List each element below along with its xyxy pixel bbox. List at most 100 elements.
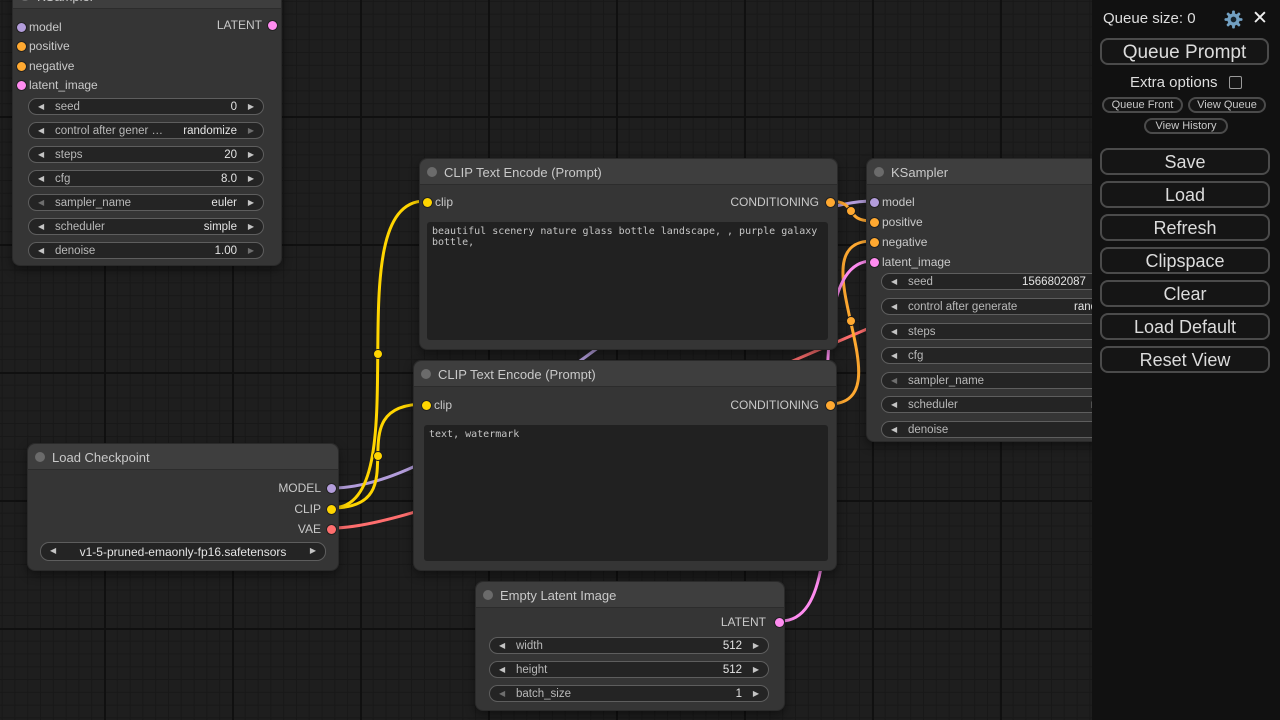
reset-view-button[interactable]: Reset View	[1100, 346, 1270, 373]
increment-arrow[interactable]: ▶	[752, 641, 759, 650]
node-title: CLIP Text Encode (Prompt)	[444, 165, 602, 180]
node-title-bar[interactable]: Load Checkpoint	[28, 444, 338, 470]
increment-arrow[interactable]: ▶	[247, 150, 254, 159]
decrement-arrow[interactable]: ◀	[891, 376, 898, 385]
collapse-dot[interactable]	[35, 452, 45, 462]
widget-value: 1	[735, 688, 742, 700]
output-port-vae[interactable]	[326, 524, 336, 534]
widget-seed[interactable]: ◀ seed 1566802087 ▶	[881, 273, 1143, 290]
widget-sampler-name[interactable]: ◀ sampler_name ▶	[881, 372, 1143, 389]
widget-ckpt-name[interactable]: ◀ v1-5-pruned-emaonly-fp16.safetensors ▶	[40, 542, 326, 561]
view-history-button[interactable]: View History	[1144, 118, 1228, 134]
node-title-bar[interactable]: Empty Latent Image	[476, 582, 784, 608]
decrement-arrow[interactable]: ◀	[38, 126, 45, 135]
increment-arrow[interactable]: ▶	[247, 102, 254, 111]
input-port-negative[interactable]	[16, 61, 26, 71]
extra-options-checkbox[interactable]	[1229, 76, 1242, 89]
widget-scheduler[interactable]: ◀ scheduler simple ▶	[28, 218, 264, 235]
widget-cfg[interactable]: ◀ cfg 8.0 ▶	[28, 170, 264, 187]
extra-options-label: Extra options	[1130, 74, 1218, 91]
clipspace-button[interactable]: Clipspace	[1100, 247, 1270, 274]
decrement-arrow[interactable]: ◀	[499, 665, 506, 674]
decrement-arrow[interactable]: ◀	[38, 222, 45, 231]
decrement-arrow[interactable]: ◀	[891, 327, 898, 336]
queue-size-label: Queue size: 0	[1103, 10, 1196, 27]
increment-arrow[interactable]: ▶	[309, 546, 316, 555]
decrement-arrow[interactable]: ◀	[38, 246, 45, 255]
widget-width[interactable]: ◀ width 512 ▶	[489, 637, 769, 654]
save-button[interactable]: Save	[1100, 148, 1270, 175]
decrement-arrow[interactable]: ◀	[38, 150, 45, 159]
queue-front-button[interactable]: Queue Front	[1102, 97, 1183, 113]
input-port-negative[interactable]	[869, 237, 879, 247]
widget-sampler-name[interactable]: ◀ sampler_name euler ▶	[28, 194, 264, 211]
widget-denoise[interactable]: ◀ denoise 1.00 ▶	[28, 242, 264, 259]
settings-gear-icon[interactable]	[1224, 10, 1243, 29]
node-clip-text-encode-negative[interactable]: CLIP Text Encode (Prompt) clip CONDITION…	[413, 360, 837, 571]
prompt-textarea[interactable]: text, watermark	[424, 425, 828, 561]
decrement-arrow[interactable]: ◀	[891, 302, 898, 311]
close-icon[interactable]: ✕	[1252, 8, 1268, 29]
prompt-textarea[interactable]: beautiful scenery nature glass bottle la…	[427, 222, 828, 340]
node-ksampler-left[interactable]: KSampler model positive negative latent_…	[12, 0, 282, 266]
input-port-clip[interactable]	[421, 400, 431, 410]
output-port-latent[interactable]	[267, 20, 277, 30]
collapse-dot[interactable]	[427, 167, 437, 177]
increment-arrow[interactable]: ▶	[247, 198, 254, 207]
collapse-dot[interactable]	[421, 369, 431, 379]
widget-control-after-generate[interactable]: ◀ control after gener … randomize ▶	[28, 122, 264, 139]
widget-label: cfg	[908, 350, 924, 362]
collapse-dot[interactable]	[874, 167, 884, 177]
input-port-latent-image[interactable]	[869, 257, 879, 267]
clear-button[interactable]: Clear	[1100, 280, 1270, 307]
decrement-arrow[interactable]: ◀	[891, 277, 898, 286]
decrement-arrow[interactable]: ◀	[891, 400, 898, 409]
node-title-bar[interactable]: KSampler	[13, 0, 281, 9]
load-default-button[interactable]: Load Default	[1100, 313, 1270, 340]
decrement-arrow[interactable]: ◀	[499, 689, 506, 698]
input-port-latent-image[interactable]	[16, 80, 26, 90]
widget-seed[interactable]: ◀ seed 0 ▶	[28, 98, 264, 115]
increment-arrow[interactable]: ▶	[247, 174, 254, 183]
increment-arrow[interactable]: ▶	[752, 665, 759, 674]
output-port-clip[interactable]	[326, 504, 336, 514]
decrement-arrow[interactable]: ◀	[891, 425, 898, 434]
decrement-arrow[interactable]: ◀	[50, 546, 57, 555]
input-port-positive[interactable]	[16, 41, 26, 51]
collapse-dot[interactable]	[20, 0, 30, 1]
increment-arrow[interactable]: ▶	[247, 246, 254, 255]
refresh-button[interactable]: Refresh	[1100, 214, 1270, 241]
decrement-arrow[interactable]: ◀	[38, 198, 45, 207]
increment-arrow[interactable]: ▶	[247, 126, 254, 135]
output-port-latent[interactable]	[774, 617, 784, 627]
output-port-model[interactable]	[326, 483, 336, 493]
widget-steps[interactable]: ◀ steps 20 ▶	[28, 146, 264, 163]
decrement-arrow[interactable]: ◀	[38, 174, 45, 183]
widget-height[interactable]: ◀ height 512 ▶	[489, 661, 769, 678]
increment-arrow[interactable]: ▶	[247, 222, 254, 231]
input-port-positive[interactable]	[869, 217, 879, 227]
input-port-model[interactable]	[869, 197, 879, 207]
node-title-bar[interactable]: CLIP Text Encode (Prompt)	[420, 159, 837, 185]
node-title: Load Checkpoint	[52, 450, 150, 465]
node-title-bar[interactable]: CLIP Text Encode (Prompt)	[414, 361, 836, 387]
decrement-arrow[interactable]: ◀	[38, 102, 45, 111]
node-load-checkpoint[interactable]: Load Checkpoint MODEL CLIP VAE ◀ v1-5-pr…	[27, 443, 339, 571]
load-button[interactable]: Load	[1100, 181, 1270, 208]
queue-prompt-button[interactable]: Queue Prompt	[1100, 38, 1269, 65]
input-label-negative: negative	[882, 235, 928, 249]
input-port-clip[interactable]	[422, 197, 432, 207]
decrement-arrow[interactable]: ◀	[891, 351, 898, 360]
output-port-conditioning[interactable]	[825, 400, 835, 410]
increment-arrow[interactable]: ▶	[752, 689, 759, 698]
node-clip-text-encode-positive[interactable]: CLIP Text Encode (Prompt) clip CONDITION…	[419, 158, 838, 350]
widget-batch-size[interactable]: ◀ batch_size 1 ▶	[489, 685, 769, 702]
widget-cfg[interactable]: ◀ cfg ▶	[881, 347, 1143, 364]
node-empty-latent-image[interactable]: Empty Latent Image LATENT ◀ width 512 ▶ …	[475, 581, 785, 711]
collapse-dot[interactable]	[483, 590, 493, 600]
decrement-arrow[interactable]: ◀	[499, 641, 506, 650]
input-port-model[interactable]	[16, 22, 26, 32]
output-port-conditioning[interactable]	[825, 197, 835, 207]
view-queue-button[interactable]: View Queue	[1188, 97, 1266, 113]
